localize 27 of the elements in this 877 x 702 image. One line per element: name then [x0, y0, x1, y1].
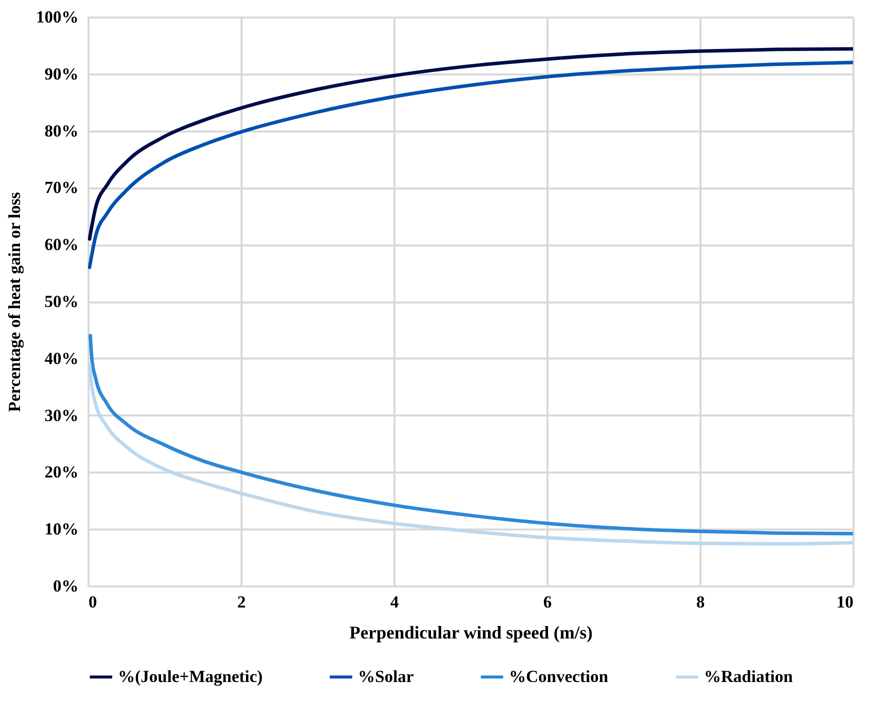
- y-tick-label: 60%: [44, 235, 78, 254]
- y-tick-label: 70%: [44, 178, 78, 198]
- legend-label: %Convection: [509, 667, 609, 686]
- x-axis-title: Perpendicular wind speed (m/s): [349, 622, 593, 642]
- y-tick-label: 100%: [36, 8, 78, 26]
- x-tick-label: 6: [543, 592, 552, 612]
- x-tick-label: 4: [390, 592, 400, 612]
- legend-label: %Solar: [358, 667, 414, 686]
- y-tick-label: 20%: [44, 462, 78, 482]
- line-series: [88, 362, 853, 546]
- line-series: [88, 334, 853, 536]
- y-tick-label: 40%: [44, 348, 78, 368]
- x-tick-label: 8: [696, 592, 705, 612]
- legend-label: %Radiation: [704, 667, 794, 686]
- y-tick-label: 0%: [53, 576, 78, 596]
- y-tick-label: 50%: [44, 292, 78, 311]
- y-axis-title: Percentage of heat gain or loss: [5, 192, 24, 412]
- y-tick-label: 80%: [44, 121, 78, 140]
- y-tick-label: 10%: [44, 520, 78, 539]
- legend-label: %(Joule+Magnetic): [118, 667, 263, 686]
- y-tick-label: 30%: [44, 406, 78, 425]
- x-tick-label: 10: [836, 592, 854, 612]
- x-tick-label: 2: [237, 592, 246, 612]
- line-series: [88, 60, 853, 270]
- y-tick-label: 90%: [44, 64, 78, 84]
- line-series: [88, 47, 853, 241]
- x-tick-label: 0: [88, 592, 97, 612]
